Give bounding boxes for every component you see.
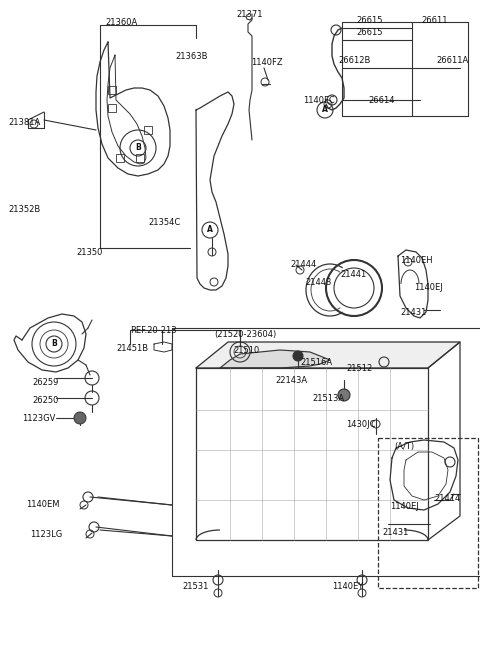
Text: 1140EH: 1140EH: [400, 256, 432, 265]
Text: 26614: 26614: [368, 96, 395, 105]
Text: A: A: [322, 105, 328, 115]
Text: 26611A: 26611A: [436, 56, 468, 65]
Text: 1123GV: 1123GV: [22, 414, 55, 423]
Text: 21512: 21512: [346, 364, 372, 373]
Text: 1140EJ: 1140EJ: [390, 502, 419, 511]
Text: 21352B: 21352B: [8, 205, 40, 214]
Text: 1123LG: 1123LG: [30, 530, 62, 539]
Bar: [144, 126, 152, 134]
Text: REF.20-213: REF.20-213: [130, 326, 177, 335]
Text: B: B: [135, 143, 141, 153]
Text: 21363B: 21363B: [175, 52, 207, 61]
Text: 26615: 26615: [356, 16, 383, 25]
Text: 1140FZ: 1140FZ: [251, 58, 283, 67]
Text: 21354C: 21354C: [148, 218, 180, 227]
Text: 21441: 21441: [340, 270, 366, 279]
Bar: [108, 104, 116, 112]
Text: 1140EM: 1140EM: [26, 500, 60, 509]
Bar: [136, 154, 144, 162]
Text: 21360A: 21360A: [105, 18, 137, 27]
Bar: [378, 438, 478, 588]
Text: 22143A: 22143A: [275, 376, 307, 385]
Text: 21510: 21510: [233, 346, 259, 355]
Text: 21451B: 21451B: [116, 344, 148, 353]
Text: 26615: 26615: [356, 28, 383, 37]
Text: 26250: 26250: [32, 396, 59, 405]
Text: 21350: 21350: [76, 248, 102, 257]
Text: 1430JC: 1430JC: [346, 420, 375, 429]
Polygon shape: [196, 342, 460, 368]
Text: 21371: 21371: [236, 10, 263, 19]
Text: 21431: 21431: [400, 308, 426, 317]
Text: 1140EY: 1140EY: [332, 582, 363, 591]
Bar: [108, 86, 116, 94]
Circle shape: [338, 389, 350, 401]
Text: (A/T): (A/T): [394, 442, 414, 451]
Text: 21444: 21444: [290, 260, 316, 269]
Text: 26612B: 26612B: [338, 56, 371, 65]
Text: 1140FC: 1140FC: [303, 96, 335, 105]
Circle shape: [74, 412, 86, 424]
Text: 21516A: 21516A: [300, 358, 332, 367]
Circle shape: [293, 351, 303, 361]
Text: 21513A: 21513A: [312, 394, 344, 403]
Text: 21531: 21531: [182, 582, 208, 591]
Text: 26611: 26611: [421, 16, 447, 25]
Text: 1140EJ: 1140EJ: [414, 283, 443, 292]
Text: (21520-23604): (21520-23604): [214, 330, 276, 339]
Text: A: A: [207, 225, 213, 234]
Text: 26259: 26259: [32, 378, 59, 387]
Text: B: B: [51, 339, 57, 348]
Text: 21443: 21443: [305, 278, 331, 287]
Bar: [116, 154, 124, 162]
Text: 21381A: 21381A: [8, 118, 40, 127]
Text: 21414: 21414: [434, 494, 460, 503]
Text: 21431: 21431: [382, 528, 408, 537]
Polygon shape: [220, 350, 330, 368]
